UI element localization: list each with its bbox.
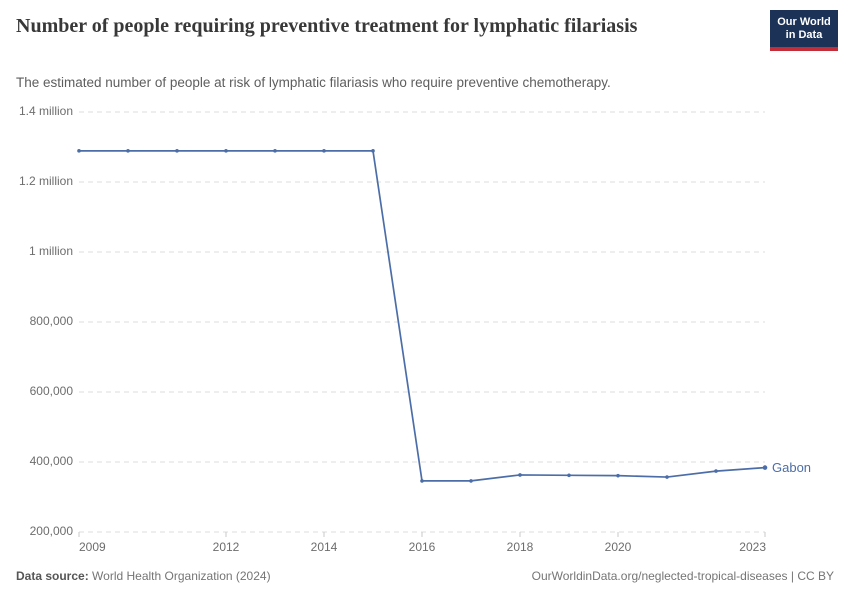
data-point-gabon-2020	[616, 473, 620, 478]
y-tick-label-800000: 800,000	[29, 314, 73, 328]
x-tick-label-2009: 2009	[79, 540, 106, 554]
footer-citation: OurWorldinData.org/neglected-tropical-di…	[531, 569, 834, 583]
x-tick-label-2014: 2014	[310, 540, 338, 554]
data-point-gabon-2017	[469, 479, 473, 483]
data-point-gabon-2015	[371, 149, 375, 153]
chart-title: Number of people requiring preventive tr…	[16, 15, 638, 37]
series-line-gabon	[79, 150, 766, 482]
data-source-label: Data source:	[16, 569, 89, 583]
owid-logo: Our World in Data	[770, 10, 838, 51]
y-tick-label-1400000: 1.4 million	[18, 104, 73, 118]
data-point-gabon-2018	[518, 473, 522, 477]
y-tick-label-400000: 400,000	[29, 454, 73, 468]
data-point-gabon-2014	[322, 149, 326, 153]
chart-subtitle: The estimated number of people at risk o…	[16, 75, 611, 90]
data-point-gabon-2013	[273, 149, 277, 153]
series-label-gabon: Gabon	[772, 459, 812, 475]
owid-logo-line1: Our World	[777, 16, 831, 28]
data-point-gabon-2021	[665, 475, 669, 479]
y-tick-label-600000: 600,000	[29, 384, 73, 398]
data-point-gabon-2012	[224, 149, 228, 153]
x-tick-label-2020: 2020	[604, 540, 632, 554]
data-point-gabon-2011	[175, 149, 179, 153]
data-point-gabon-2023	[762, 465, 768, 470]
data-source-value: World Health Organization (2024)	[88, 569, 271, 583]
y-tick-label-1200000: 1.2 million	[18, 174, 73, 188]
y-tick-label-1000000: 1 million	[28, 244, 73, 258]
x-tick-label-2016: 2016	[408, 540, 436, 554]
data-point-gabon-2016	[420, 479, 424, 483]
x-tick-label-2023: 2023	[739, 540, 766, 554]
data-point-gabon-2019	[567, 473, 571, 478]
x-tick-label-2018: 2018	[506, 540, 534, 554]
data-point-gabon-2010	[126, 149, 130, 153]
data-point-gabon-2022	[714, 469, 718, 473]
data-point-gabon-2009	[77, 149, 81, 153]
owid-logo-line2: in Data	[785, 29, 823, 41]
data-source: Data source: World Health Organization (…	[16, 569, 271, 583]
x-tick-label-2012: 2012	[212, 540, 240, 554]
y-tick-label-200000: 200,000	[29, 524, 73, 538]
